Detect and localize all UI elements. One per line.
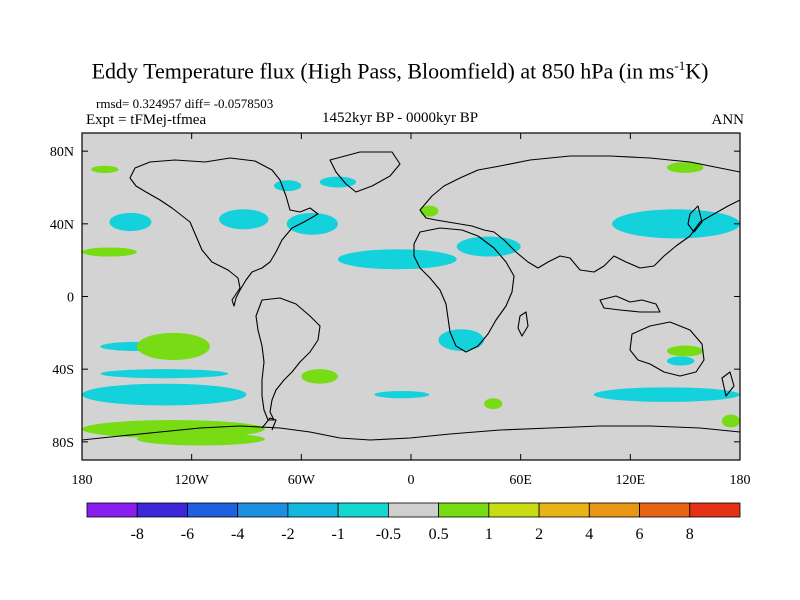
- coast-north-america: [129, 157, 319, 307]
- coast-australia: [629, 321, 705, 377]
- lon-label: 0: [408, 473, 415, 488]
- colorbar-label: 2: [535, 526, 543, 543]
- map-background: [82, 133, 740, 460]
- negative-region-7: [456, 236, 521, 257]
- colorbar-swatch: [639, 502, 691, 518]
- experiment-label: Expt = tFMej-tfmea: [86, 112, 207, 128]
- colorbar-label: -0.5: [376, 526, 401, 543]
- colorbar-label: 1: [485, 526, 493, 543]
- negative-region-15: [593, 387, 740, 402]
- positive-region-1: [91, 165, 119, 173]
- period-label: 1452kyr BP - 0000kyr BP: [321, 110, 479, 126]
- positive-region-5: [136, 332, 210, 361]
- colorbar-label: 8: [686, 526, 694, 543]
- colorbar-swatch: [86, 502, 138, 518]
- colorbar-label: -6: [181, 526, 194, 543]
- negative-region-12: [100, 369, 229, 379]
- longitude-axis: 180 120W 60W 0 60E 120E 180: [72, 133, 751, 488]
- positive-region-9: [136, 432, 265, 446]
- colorbar-swatch: [337, 502, 389, 518]
- lon-label: 120W: [175, 473, 210, 488]
- lat-label: 80S: [52, 436, 74, 451]
- latitude-axis: 80N 40N 0 40S 80S: [50, 145, 740, 451]
- coast-antarctica: [82, 425, 740, 441]
- colorbar-swatch: [488, 502, 540, 518]
- chart-title: Eddy Temperature flux (High Pass, Bloomf…: [91, 58, 709, 84]
- coast-japan: [687, 205, 703, 233]
- colorbar-label: -2: [281, 526, 294, 543]
- lon-label: 120E: [616, 473, 646, 488]
- coast-greenland: [329, 151, 401, 193]
- negative-region-9: [438, 329, 485, 351]
- anomaly-regions: [82, 162, 740, 446]
- negative-region-6: [337, 249, 457, 270]
- lon-label: 180: [72, 473, 93, 488]
- positive-region-7: [666, 345, 704, 357]
- lat-label: 0: [67, 291, 74, 306]
- lat-label: 40S: [52, 363, 74, 378]
- stats-line: rmsd= 0.324957 diff= -0.0578503: [96, 96, 274, 111]
- colorbar-swatch: [588, 502, 640, 518]
- coast-madagascar: [517, 311, 529, 337]
- lon-label: 180: [730, 473, 751, 488]
- positive-region-11: [721, 414, 740, 428]
- colorbar-label: 4: [585, 526, 593, 543]
- colorbar-label: -1: [331, 526, 344, 543]
- positive-region-4: [420, 205, 439, 217]
- lat-label: 80N: [50, 145, 74, 160]
- colorbar-swatch: [438, 502, 490, 518]
- positive-region-6: [301, 369, 338, 384]
- colorbar-swatch: [136, 502, 188, 518]
- positive-region-3: [666, 162, 704, 173]
- lon-label: 60E: [509, 473, 532, 488]
- colorbar-swatch: [287, 502, 339, 518]
- coast-africa: [413, 227, 515, 353]
- coast-eurasia: [419, 155, 740, 273]
- season-label: ANN: [711, 112, 745, 128]
- negative-region-1: [109, 212, 152, 232]
- coast-new-zealand: [721, 371, 735, 397]
- coastlines: [82, 151, 740, 441]
- colorbar-label: -8: [131, 526, 144, 543]
- lon-label: 60W: [288, 473, 316, 488]
- colorbar-swatch: [187, 502, 239, 518]
- colorbar-label: -4: [231, 526, 244, 543]
- lat-label: 40N: [50, 218, 74, 233]
- colorbar: -8 -6 -4 -2 -1 -0.5 0.5 1 2 4 6 8: [86, 502, 741, 543]
- colorbar-swatch: [387, 502, 440, 518]
- negative-region-10: [666, 356, 695, 366]
- negative-region-4: [273, 180, 302, 192]
- coast-south-america: [255, 297, 321, 421]
- colorbar-swatch: [237, 502, 289, 518]
- negative-region-5: [319, 176, 357, 188]
- negative-region-8: [612, 209, 740, 239]
- positive-region-2: [82, 247, 137, 257]
- negative-region-3: [286, 212, 338, 235]
- positive-region-10: [484, 398, 503, 410]
- negative-region-14: [374, 390, 430, 399]
- colorbar-label: 6: [636, 526, 644, 543]
- colorbar-label: 0.5: [429, 526, 449, 543]
- colorbar-swatch: [538, 502, 590, 518]
- coast-antarctic-peninsula: [261, 417, 277, 431]
- coast-indonesia: [599, 295, 661, 313]
- colorbar-swatch: [689, 502, 741, 518]
- negative-region-2: [219, 209, 269, 230]
- negative-region-13: [82, 383, 247, 406]
